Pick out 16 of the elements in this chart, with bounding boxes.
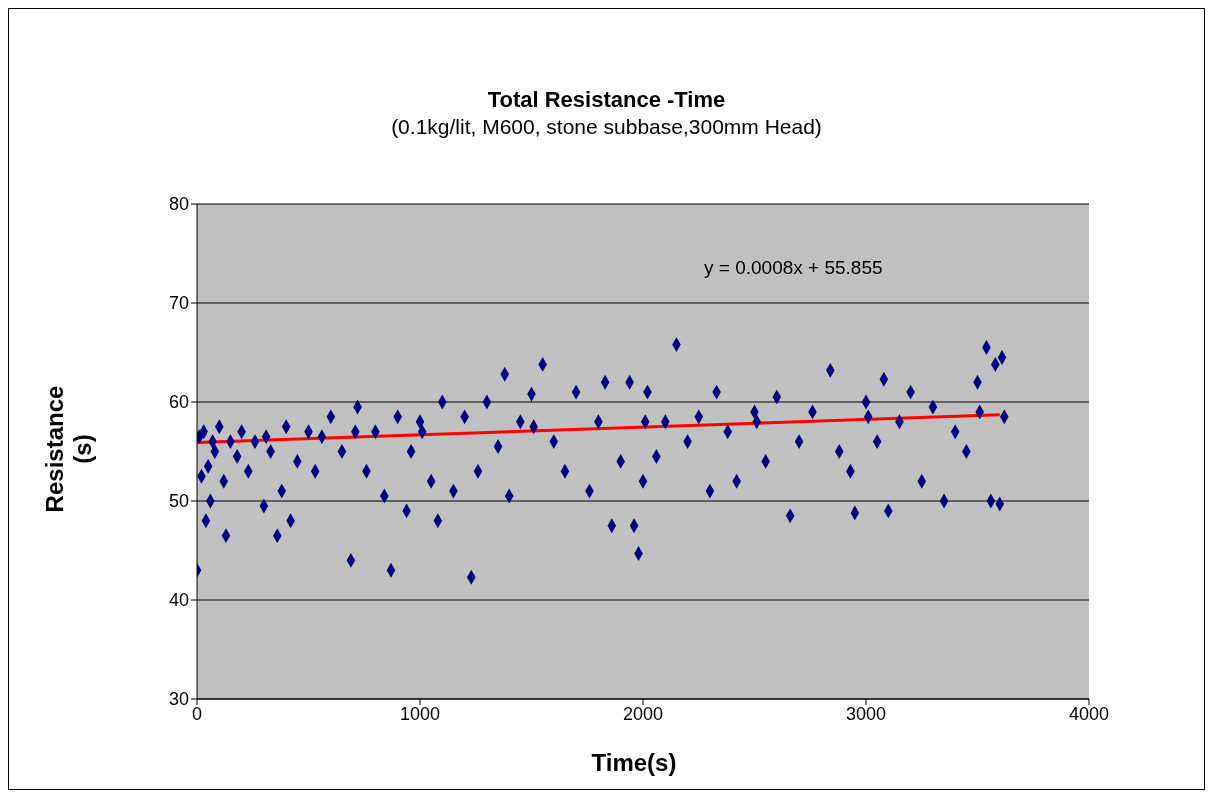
x-tick-label: 2000 bbox=[622, 703, 664, 724]
y-tick-label: 50 bbox=[168, 491, 189, 512]
chart-subtitle: (0.1kg/lit, M600, stone subbase,300mm Head) bbox=[390, 115, 823, 139]
y-tick-label: 40 bbox=[168, 590, 189, 611]
x-tick-label: 3000 bbox=[845, 703, 887, 724]
y-axis-title: Resistance (s) bbox=[41, 384, 97, 515]
y-tick-label: 80 bbox=[168, 194, 189, 215]
x-tick-label: 1000 bbox=[399, 703, 441, 724]
y-tick-label: 70 bbox=[168, 293, 189, 314]
x-axis-title: Time(s) bbox=[590, 749, 678, 777]
x-tick-label: 0 bbox=[191, 703, 203, 724]
y-tick-label: 30 bbox=[168, 689, 189, 710]
x-tick-label: 4000 bbox=[1068, 703, 1110, 724]
y-tick-label: 60 bbox=[168, 392, 189, 413]
annotation: y = 0.0008x + 55.855 bbox=[704, 257, 883, 279]
chart-title: Total Resistance -Time bbox=[486, 87, 727, 113]
